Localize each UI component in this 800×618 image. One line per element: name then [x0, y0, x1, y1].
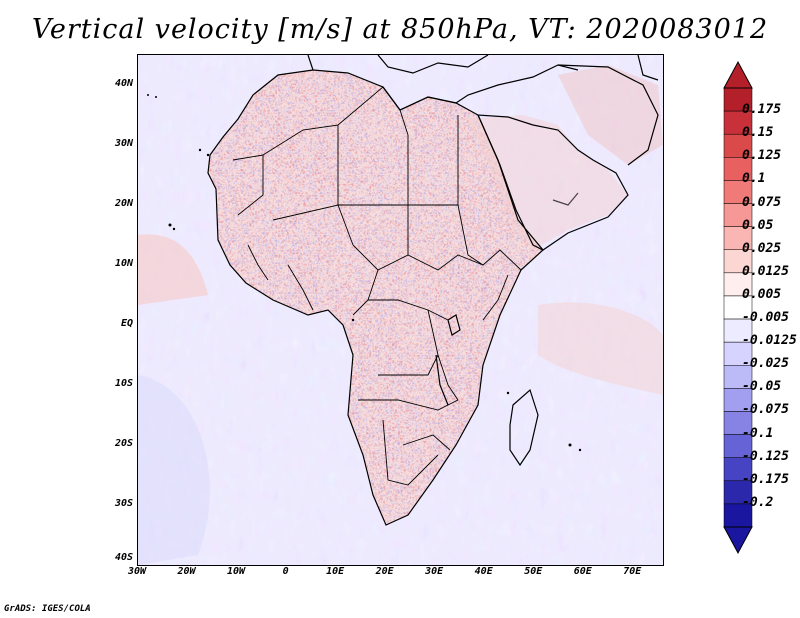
lon-tick-label: 40E: [474, 566, 493, 577]
colorbar-tick-label: -0.075: [742, 402, 789, 418]
lon-tick-label: 30E: [425, 566, 444, 577]
colorbar: [723, 60, 753, 555]
lat-tick-label: 20S: [114, 438, 133, 449]
map-panel: [137, 54, 664, 566]
colorbar-tick-label: 0.125: [742, 148, 782, 164]
colorbar-tick-label: 0.05: [742, 217, 774, 233]
lat-tick-label: 40S: [114, 552, 133, 563]
credit-text: GrADS: IGES/COLA: [4, 604, 91, 614]
lat-tick-label: 10S: [114, 378, 133, 389]
lon-tick-label: 10W: [227, 566, 246, 577]
colorbar-tick-label: 0.175: [742, 102, 782, 118]
colorbar-tick-label: -0.05: [742, 379, 782, 395]
islands: [147, 94, 582, 452]
lat-tick-label: 10N: [114, 258, 133, 269]
coastlines: [207, 55, 659, 526]
colorbar-tick-label: -0.0125: [742, 333, 797, 349]
colorbar-tick-label: 0.1: [742, 171, 766, 187]
colorbar-tick-label: -0.005: [742, 310, 789, 326]
colorbar-tick-label: -0.175: [742, 471, 789, 487]
lat-tick-label: 30N: [114, 138, 133, 149]
chart-title: Vertical velocity [m/s] at 850hPa, VT: 2…: [31, 14, 769, 45]
colorbar-tick-label: 0.0125: [742, 263, 789, 279]
lat-tick-label: 40N: [114, 78, 133, 89]
colorbar-tick-label: -0.2: [742, 494, 774, 510]
lon-tick-label: 60E: [573, 566, 592, 577]
colorbar-min-arrow: [723, 526, 753, 555]
colorbar-tick-label: 0.025: [742, 240, 782, 256]
lon-tick-label: 50E: [524, 566, 543, 577]
colorbar-tick-label: -0.025: [742, 356, 789, 372]
country-borders: [232, 86, 522, 486]
lon-tick-label: 30W: [127, 566, 147, 577]
lon-tick-label: 20E: [375, 566, 394, 577]
colorbar-tick-label: 0.075: [742, 194, 782, 210]
lon-tick-label: 70E: [623, 566, 642, 577]
lon-tick-label: 0: [282, 566, 289, 577]
colorbar-tick-label: -0.125: [742, 448, 789, 464]
lat-tick-label: 30S: [114, 498, 133, 509]
lat-tick-label: EQ: [120, 318, 133, 329]
lon-tick-label: 20W: [177, 566, 196, 577]
colorbar-max-arrow: [723, 60, 753, 89]
lon-tick-label: 10E: [326, 566, 345, 577]
vertical-velocity-map: [138, 55, 663, 565]
colorbar-tick-label: 0.15: [742, 125, 774, 141]
colorbar-tick-label: -0.1: [742, 425, 774, 441]
colorbar-tick-label: 0.005: [742, 286, 782, 302]
lat-tick-label: 20N: [114, 198, 133, 209]
